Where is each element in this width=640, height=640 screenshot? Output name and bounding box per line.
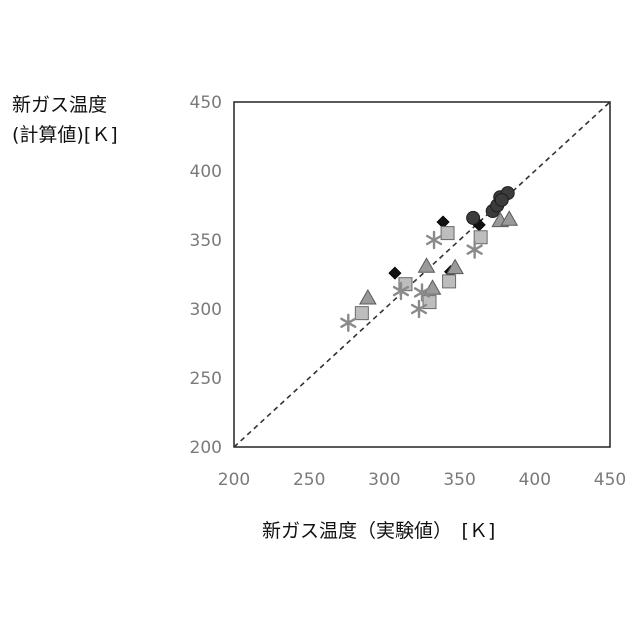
x-axis-label: 新ガス温度（実験値） [Ｋ] [262, 516, 495, 543]
x-tick-label: 300 [368, 470, 400, 490]
y-tick-label: 300 [190, 300, 222, 320]
data-point-asterisk [341, 315, 355, 331]
x-tick-label: 400 [519, 470, 551, 490]
y-tick-label: 250 [190, 369, 222, 389]
data-point-square [443, 275, 456, 288]
x-tick-label: 200 [218, 470, 250, 490]
y-axis-label: 新ガス温度 (計算値)[Ｋ] [12, 90, 118, 150]
data-point-triangle [425, 280, 441, 294]
x-tick-label: 350 [443, 470, 475, 490]
x-tick-label: 450 [594, 470, 626, 490]
diagonal-reference-line [234, 102, 610, 447]
data-point-square [355, 307, 368, 320]
y-tick-label: 400 [190, 162, 222, 182]
data-point-circle [495, 193, 508, 206]
y-axis-label-line2: (計算値)[Ｋ] [12, 124, 118, 146]
data-point-circle [467, 211, 480, 224]
data-point-asterisk [427, 232, 441, 248]
data-point-triangle [419, 258, 435, 272]
y-axis-label-line1: 新ガス温度 [12, 94, 107, 116]
y-tick-label: 350 [190, 231, 222, 251]
data-point-square [441, 227, 454, 240]
y-tick-label: 450 [190, 93, 222, 113]
data-point-square [474, 231, 487, 244]
x-tick-label: 250 [293, 470, 325, 490]
y-tick-label: 200 [190, 438, 222, 458]
data-point-triangle [360, 290, 376, 304]
